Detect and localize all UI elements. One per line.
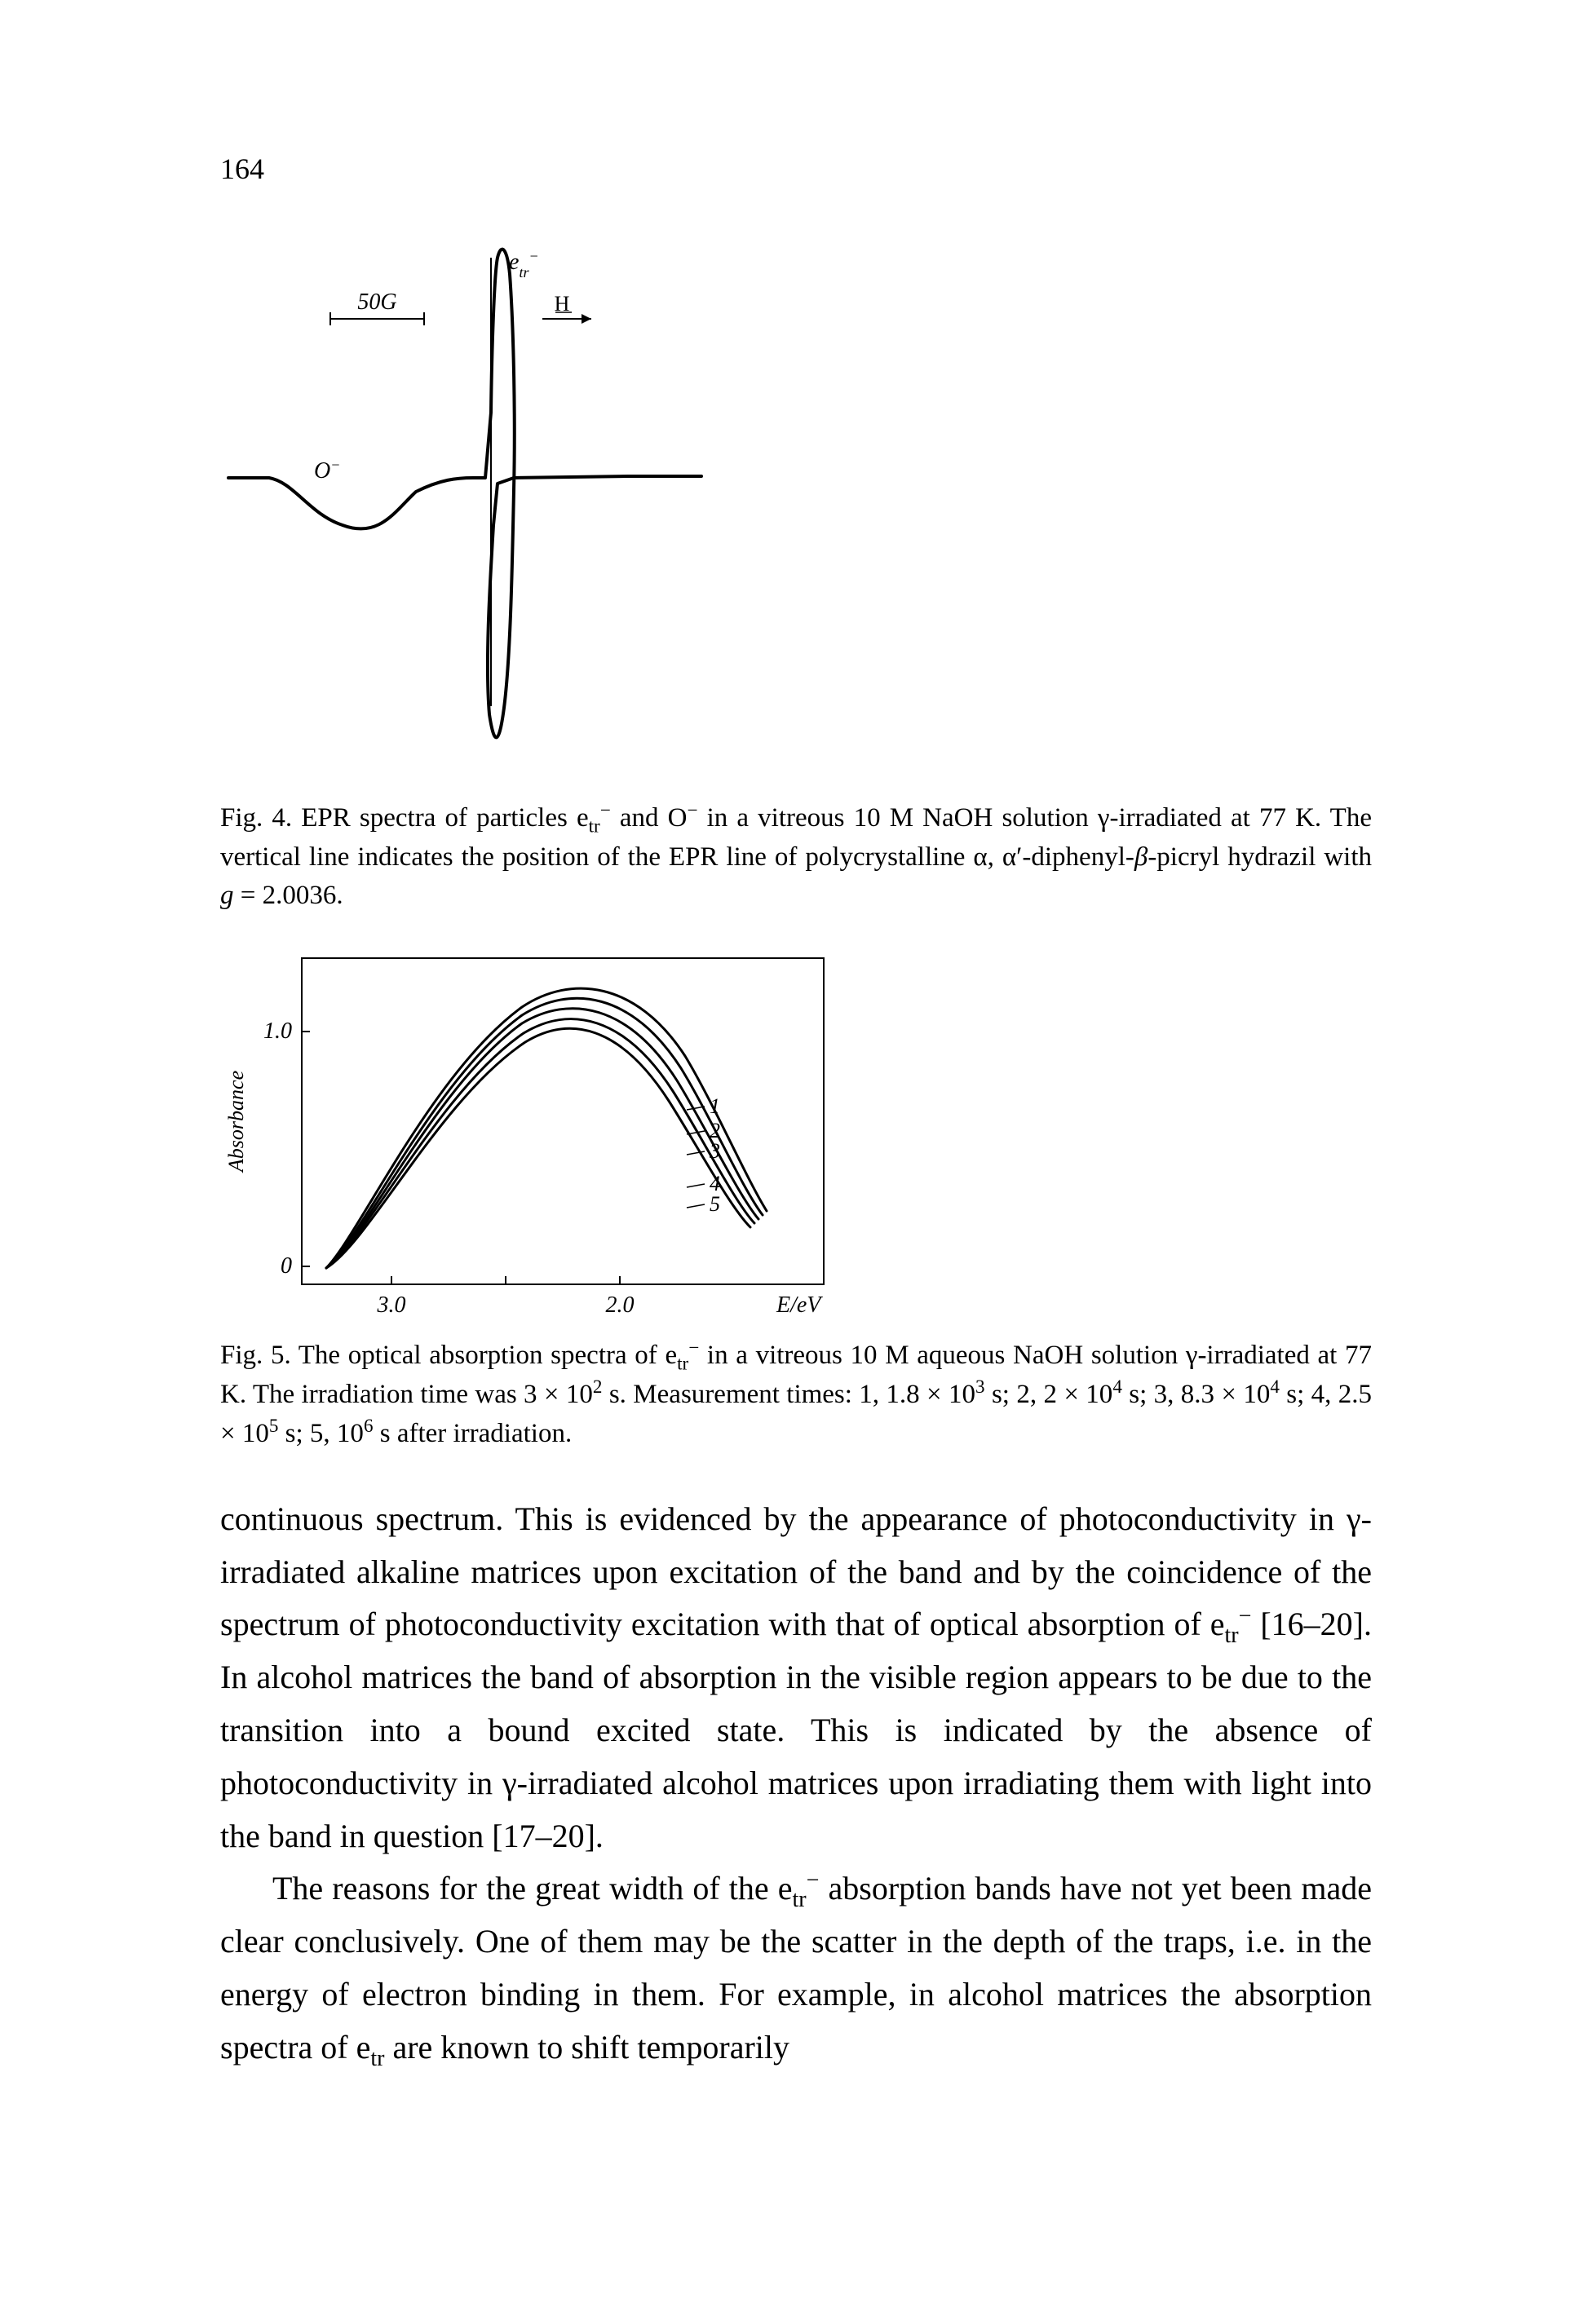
svg-text:E/eV: E/eV bbox=[776, 1292, 823, 1317]
figure-5: 123453.02.0E/eV1.00Absorbance bbox=[220, 942, 1372, 1317]
svg-text:5: 5 bbox=[710, 1192, 720, 1216]
paragraph-1: continuous spectrum. This is evidenced b… bbox=[220, 1493, 1372, 1863]
page-number: 164 bbox=[220, 147, 1372, 192]
svg-text:2.0: 2.0 bbox=[606, 1292, 635, 1317]
figure-5-caption: Fig. 5. The optical absorption spectra o… bbox=[220, 1337, 1372, 1454]
svg-text:1.0: 1.0 bbox=[263, 1018, 292, 1044]
svg-text:3.0: 3.0 bbox=[377, 1292, 406, 1317]
figure-4: 50GHetr−O− bbox=[220, 209, 1372, 780]
svg-text:etr−: etr− bbox=[509, 248, 539, 281]
figure-4-svg: 50GHetr−O− bbox=[220, 209, 840, 780]
svg-text:50G: 50G bbox=[357, 289, 396, 315]
figure-4-caption: Fig. 4. EPR spectra of particles etr− an… bbox=[220, 799, 1372, 917]
svg-text:O−: O− bbox=[314, 457, 340, 484]
body-text: continuous spectrum. This is evidenced b… bbox=[220, 1493, 1372, 2074]
svg-text:0: 0 bbox=[281, 1253, 292, 1279]
svg-text:3: 3 bbox=[709, 1139, 720, 1163]
svg-text:1: 1 bbox=[710, 1094, 720, 1118]
paragraph-2: The reasons for the great width of the e… bbox=[220, 1862, 1372, 2074]
svg-text:Absorbance: Absorbance bbox=[224, 1071, 248, 1173]
figure-5-svg: 123453.02.0E/eV1.00Absorbance bbox=[220, 942, 873, 1317]
